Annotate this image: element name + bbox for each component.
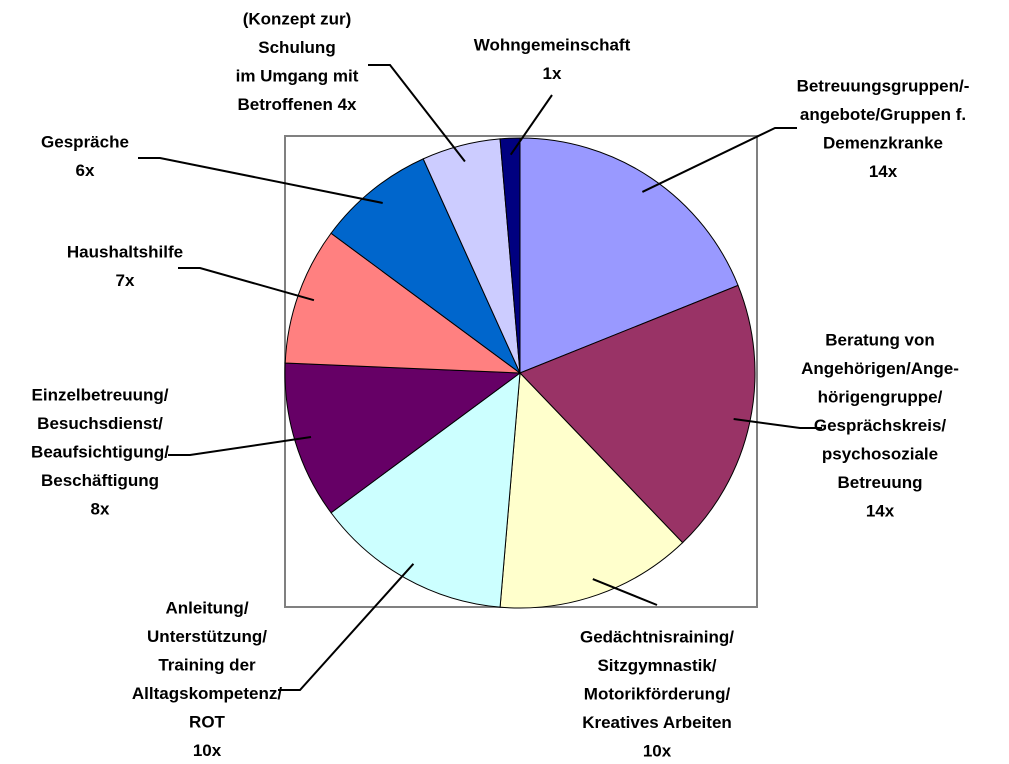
slice-label: Betroffenen 4x <box>237 95 357 114</box>
pie-slice <box>519 137 739 374</box>
pie-slice <box>330 371 521 608</box>
pie-slice <box>499 371 684 609</box>
slice-label: Kreatives Arbeiten <box>582 713 732 732</box>
pie-slice <box>284 362 522 514</box>
slice-label: Beratung von <box>825 330 935 349</box>
value-label: 6x <box>76 161 95 180</box>
slice-label: Demenzkranke <box>823 133 943 152</box>
slice-label: Angehörigen/Ange- <box>801 359 959 378</box>
leader-line <box>138 157 383 204</box>
pie-slice <box>519 284 756 544</box>
slice-label: Gedächtnisraining/ <box>580 627 734 646</box>
slice-label: Training der <box>158 655 256 674</box>
slice-label: Alltagskompetenz/ <box>132 684 282 703</box>
slice-label: psychosoziale <box>822 444 938 463</box>
value-label: 8x <box>91 499 110 518</box>
value-label: 1x <box>543 64 562 83</box>
slice-label: Anleitung/ <box>165 598 248 617</box>
slice-label: Gespräche <box>41 132 129 151</box>
slice-label: Einzelbetreuung/ <box>32 385 169 404</box>
slice-label: ROT <box>189 712 226 731</box>
slice-label: Beaufsichtigung/ <box>31 442 169 461</box>
slice-label: Beschäftigung <box>41 471 159 490</box>
leader-line <box>278 563 415 691</box>
pie-slice <box>499 137 521 374</box>
pie-slice <box>330 158 522 375</box>
leader-line <box>592 578 658 606</box>
slice-label: Sitzgymnastik/ <box>597 656 716 675</box>
slice-label: hörigengruppe/ <box>818 387 943 406</box>
pie-slice <box>284 232 522 374</box>
slice-label: Besuchsdienst/ <box>37 414 163 433</box>
leader-line <box>641 127 797 193</box>
leader-line <box>368 64 466 163</box>
value-label: 10x <box>193 741 222 760</box>
slice-label: angebote/Gruppen f. <box>800 105 966 124</box>
leader-line <box>733 418 822 429</box>
value-label: 14x <box>869 162 898 181</box>
slice-label: Betreuung <box>838 473 923 492</box>
leader-line <box>509 94 553 156</box>
value-label: 10x <box>643 741 672 760</box>
value-label: 7x <box>116 271 135 290</box>
value-label: 14x <box>866 501 895 520</box>
slice-label: Motorikförderung/ <box>584 684 731 703</box>
slice-label: Schulung <box>258 38 335 57</box>
slice-label: Wohngemeinschaft <box>474 35 631 54</box>
slice-label: Haushaltshilfe <box>67 242 183 261</box>
slice-label: Gesprächskreis/ <box>814 416 947 435</box>
leader-line <box>168 436 312 456</box>
slice-label: (Konzept zur) <box>243 9 352 28</box>
slice-label: Betreuungsgruppen/- <box>797 76 970 95</box>
slice-label: im Umgang mit <box>236 66 359 85</box>
slice-label: Unterstützung/ <box>147 627 267 646</box>
leader-line <box>178 267 315 302</box>
